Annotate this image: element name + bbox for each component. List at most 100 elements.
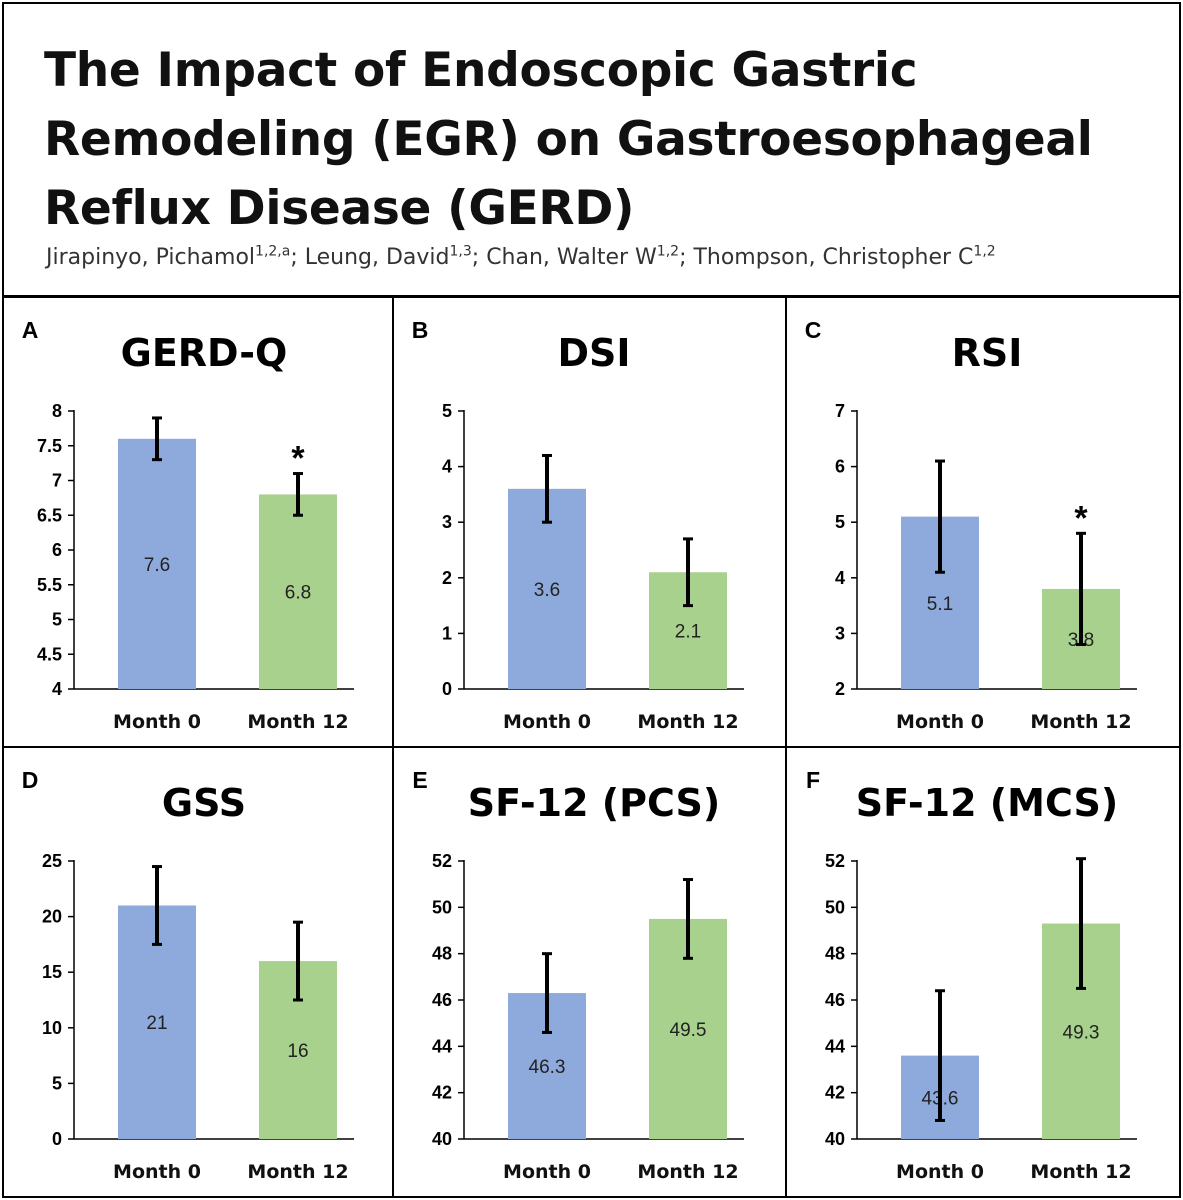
y-tick-label: 6 <box>52 540 62 560</box>
data-label: 5.1 <box>927 594 953 615</box>
panel-label: F <box>806 767 820 793</box>
bar-chart-gss: D GSS 0 5 10 15 20 25 21 Month 0 16 Month 12 <box>22 767 354 1183</box>
x-category-label: Month 0 <box>503 711 591 733</box>
y-tick-label: 2 <box>835 679 845 699</box>
bar <box>118 438 196 689</box>
y-tick-label: 42 <box>432 1083 452 1103</box>
bar-chart-gerd-q: A GERD-Q 4 4.5 5 5.5 6 6.5 7 7.5 8 7.6 Month 0 6.8 * Mo… <box>22 317 354 733</box>
data-label: 49.3 <box>1063 1022 1100 1043</box>
x-category-label: Month 12 <box>637 711 738 733</box>
data-label: 2.1 <box>675 622 701 643</box>
y-tick-label: 4 <box>835 568 845 588</box>
y-tick-label: 6.5 <box>37 505 62 525</box>
author-affiliation: 1,2 <box>973 244 996 260</box>
author: Chan, Walter W1,2; <box>486 244 694 271</box>
chart-panel-a: A GERD-Q 4 4.5 5 5.5 6 6.5 7 7.5 8 7.6 Month 0 6.8 * Mo… <box>2 296 398 748</box>
y-tick-label: 3 <box>835 623 845 643</box>
panel-label: D <box>22 767 39 793</box>
author-separator: ; <box>679 245 694 271</box>
y-tick-label: 5 <box>835 512 845 532</box>
y-tick-label: 44 <box>825 1036 845 1056</box>
y-tick-label: 50 <box>825 897 845 917</box>
chart-title: SF-12 (MCS) <box>856 781 1119 825</box>
y-tick-label: 4.5 <box>37 644 62 664</box>
significance-marker: * <box>291 440 305 478</box>
chart-panel-b: B DSI 0 1 2 3 4 5 3.6 Month 0 2.1 Month 12 <box>392 296 788 748</box>
chart-panel-e: E SF-12 (PCS) 40 42 44 46 48 50 52 46.3 Month 0 49.… <box>392 746 788 1198</box>
y-tick-label: 48 <box>432 944 452 964</box>
y-tick-label: 40 <box>825 1129 845 1149</box>
author: Leung, David1,3; <box>304 244 487 271</box>
chart-title: RSI <box>952 331 1023 375</box>
y-tick-label: 52 <box>432 851 452 871</box>
chart-title: GSS <box>162 781 246 825</box>
data-label: 46.3 <box>529 1057 566 1078</box>
x-category-label: Month 0 <box>113 711 201 733</box>
bar-chart-sf12-pcs: E SF-12 (PCS) 40 42 44 46 48 50 52 46.3 Month 0 49.… <box>412 767 744 1183</box>
y-tick-label: 25 <box>42 851 62 871</box>
author-name: Thompson, Christopher C <box>693 245 974 271</box>
data-label: 21 <box>146 1013 167 1034</box>
y-tick-label: 44 <box>432 1036 452 1056</box>
y-tick-label: 20 <box>42 907 62 927</box>
paper-title: The Impact of Endoscopic Gastric Remodel… <box>44 43 1093 236</box>
x-category-label: Month 0 <box>503 1161 591 1183</box>
chart-title: DSI <box>557 331 630 375</box>
chart-title: GERD-Q <box>121 331 288 375</box>
x-category-label: Month 0 <box>113 1161 201 1183</box>
y-tick-label: 46 <box>432 990 452 1010</box>
y-tick-label: 6 <box>835 457 845 477</box>
y-tick-label: 0 <box>442 679 452 699</box>
chart-title: SF-12 (PCS) <box>468 781 721 825</box>
chart-panel-d: D GSS 0 5 10 15 20 25 21 Month 0 16 Month 12 <box>2 746 398 1198</box>
y-tick-label: 7 <box>52 471 62 491</box>
author-name: Leung, David <box>304 245 450 271</box>
y-tick-label: 2 <box>442 568 452 588</box>
author: Jirapinyo, Pichamol1,2,a; <box>46 244 305 271</box>
y-tick-label: 8 <box>52 401 62 421</box>
panel-label: B <box>412 317 429 343</box>
x-category-label: Month 12 <box>637 1161 738 1183</box>
author: Thompson, Christopher C1,2 <box>693 244 996 271</box>
author-affiliation: 1,2,a <box>255 244 291 260</box>
y-tick-label: 10 <box>42 1018 62 1038</box>
y-tick-label: 42 <box>825 1083 845 1103</box>
data-label: 49.5 <box>670 1020 707 1041</box>
y-tick-label: 4 <box>52 679 62 699</box>
author-affiliation: 1,2 <box>656 244 680 260</box>
x-category-label: Month 0 <box>896 711 984 733</box>
paper-header: The Impact of Endoscopic Gastric Remodel… <box>2 2 1181 297</box>
y-tick-label: 7.5 <box>37 436 62 456</box>
panel-label: E <box>412 767 427 793</box>
significance-marker: * <box>1074 499 1088 537</box>
y-tick-label: 7 <box>835 401 845 421</box>
y-tick-label: 5 <box>52 610 62 630</box>
y-tick-label: 5 <box>442 401 452 421</box>
y-tick-label: 46 <box>825 990 845 1010</box>
y-tick-label: 15 <box>42 962 62 982</box>
data-label: 6.8 <box>285 583 311 604</box>
data-label: 7.6 <box>144 555 170 576</box>
panel-label: C <box>805 317 822 343</box>
x-category-label: Month 12 <box>1030 1161 1131 1183</box>
y-tick-label: 52 <box>825 851 845 871</box>
y-tick-label: 5.5 <box>37 575 62 595</box>
bar <box>259 494 337 689</box>
y-tick-label: 48 <box>825 944 845 964</box>
author-affiliation: 1,3 <box>449 244 472 260</box>
y-tick-label: 40 <box>432 1129 452 1149</box>
author-separator: ; <box>471 245 487 271</box>
y-tick-label: 1 <box>442 623 452 643</box>
author-name: Jirapinyo, Pichamol <box>46 245 256 271</box>
author-name: Chan, Walter W <box>486 245 657 271</box>
panel-label: A <box>22 317 39 343</box>
y-tick-label: 5 <box>52 1073 62 1093</box>
data-label: 16 <box>287 1041 308 1062</box>
x-category-label: Month 12 <box>1030 711 1131 733</box>
y-tick-label: 4 <box>442 457 452 477</box>
x-category-label: Month 12 <box>247 1161 348 1183</box>
